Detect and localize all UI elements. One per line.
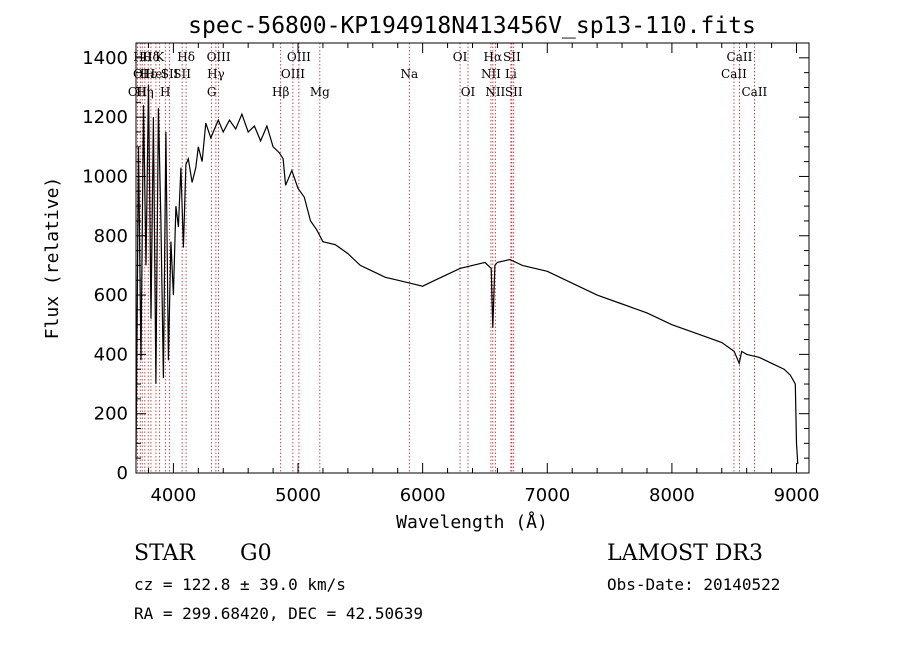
line-marker-label: Na: [400, 67, 418, 81]
line-marker-label: NII: [485, 85, 505, 99]
line-marker-label: Hδ: [177, 50, 195, 64]
line-marker-label: G: [207, 85, 217, 99]
line-marker-label: Hα: [484, 50, 503, 64]
line-marker-label: Hδ: [142, 50, 160, 64]
coordinates-text: RA = 299.68420, DEC = 42.50639: [134, 604, 423, 623]
line-marker-label: Hγ: [207, 67, 225, 81]
line-marker-label: Mg: [310, 85, 330, 99]
object-class: STAR: [134, 541, 196, 566]
line-marker-label: Hη: [136, 85, 154, 99]
line-marker-label: OI: [133, 67, 148, 81]
line-marker-label: SII: [173, 67, 191, 81]
line-marker-label: OIII: [281, 67, 305, 81]
y-tick-label: 800: [94, 226, 128, 247]
x-tick-label: 8000: [649, 485, 695, 506]
line-marker-label: Hθ: [133, 50, 151, 64]
y-tick-label: 1400: [82, 48, 128, 69]
y-tick-label: 200: [94, 404, 128, 425]
y-tick-label: 1000: [82, 166, 128, 187]
object-subclass: G0: [240, 541, 272, 566]
line-marker-label: OI: [453, 50, 468, 64]
line-marker-label: Li: [505, 67, 517, 81]
obs-date-text: Obs-Date: 20140522: [607, 575, 780, 594]
line-marker-label: CaII: [741, 85, 767, 99]
x-axis-label: Wavelength (Å): [396, 511, 548, 533]
x-tick-label: 6000: [400, 485, 446, 506]
line-marker-label: Hβ: [272, 85, 289, 99]
line-marker-label: OI: [461, 85, 476, 99]
redshift-text: cz = 122.8 ± 39.0 km/s: [134, 575, 346, 594]
spectrum-line: [135, 84, 799, 465]
line-marker-label: H: [160, 85, 170, 99]
line-marker-label: SII: [503, 50, 521, 64]
x-tick-label: 7000: [524, 485, 570, 506]
x-tick-label: 5000: [275, 485, 321, 506]
line-marker-label: CaII: [721, 67, 747, 81]
line-marker-label: OIII: [207, 50, 231, 64]
x-axis-ticks: 4000 5000 6000 7000 8000 9000: [147, 43, 820, 506]
line-marker-label: Hε: [140, 67, 157, 81]
y-axis-label: Flux (relative): [42, 177, 63, 340]
y-tick-label: 400: [94, 344, 128, 365]
y-tick-label: 600: [94, 285, 128, 306]
emission-line-markers: OIIOIHθHηHεHδHeIKHSIISIIHδGHγOIIIHβOIIIO…: [128, 43, 768, 473]
line-marker-label: HeI: [145, 67, 168, 81]
y-axis-ticks: 0 200 400 600 800 1000 1200 1400: [82, 48, 809, 484]
line-marker-label: CaII: [727, 50, 753, 64]
y-tick-label: 0: [117, 463, 128, 484]
line-marker-label: SII: [505, 85, 523, 99]
y-tick-label: 1200: [82, 107, 128, 128]
line-marker-label: SII: [161, 67, 179, 81]
line-marker-label: OIII: [287, 50, 311, 64]
line-marker-label: NII: [481, 67, 501, 81]
survey-name: LAMOST DR3: [607, 541, 763, 566]
plot-frame: [135, 42, 810, 474]
x-tick-label: 4000: [150, 485, 196, 506]
chart-title: spec-56800-KP194918N413456V_sp13-110.fit…: [188, 13, 756, 39]
x-tick-label: 9000: [774, 485, 820, 506]
line-marker-label: K: [155, 50, 165, 64]
